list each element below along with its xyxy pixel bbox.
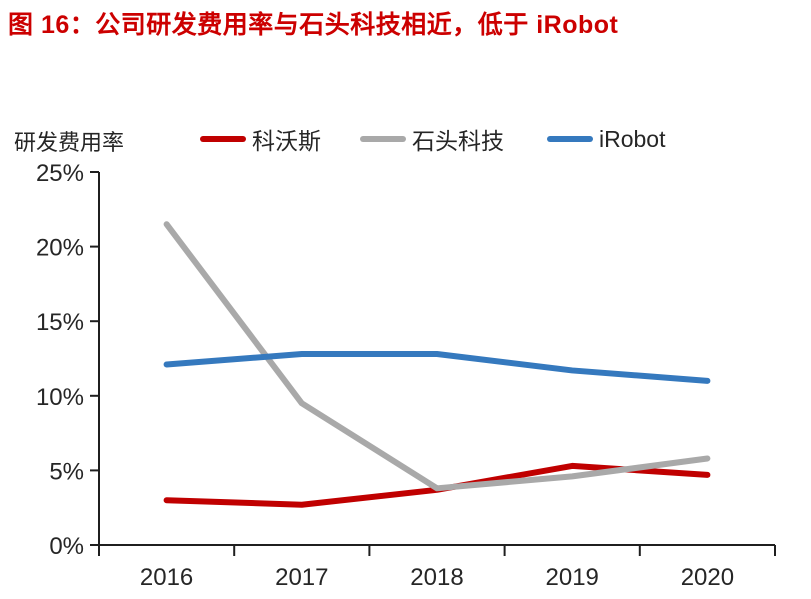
y-tick-label: 5% — [49, 458, 84, 485]
series-line-1 — [163, 221, 711, 492]
y-tick-label: 25% — [36, 160, 84, 187]
x-tick-label: 2020 — [681, 564, 734, 591]
legend-label-kewosi: 科沃斯 — [252, 128, 321, 154]
x-tick-label: 2019 — [546, 564, 599, 591]
legend-item-irobot: iRobot — [547, 124, 665, 154]
y-tick-label: 10% — [36, 384, 84, 411]
y-tick-label: 20% — [36, 235, 84, 262]
figure-title: 图 16：公司研发费用率与石头科技相近，低于 iRobot — [8, 11, 619, 39]
legend-item-roborock: 石头科技 — [360, 124, 504, 154]
x-tick-label: 2016 — [140, 564, 193, 591]
legend-swatch-blue-line-icon — [547, 136, 593, 142]
x-tick-label: 2017 — [275, 564, 328, 591]
y-tick-label: 0% — [49, 533, 84, 560]
legend-item-kewosi: 科沃斯 — [200, 124, 321, 154]
y-tick-label: 15% — [36, 309, 84, 336]
legend-label-irobot: iRobot — [599, 125, 666, 152]
legend-swatch-red-line-icon — [200, 136, 246, 142]
x-tick-label: 2018 — [410, 564, 463, 591]
legend-swatch-gray-line-icon — [360, 136, 406, 142]
y-axis-title: 研发费用率 — [14, 130, 125, 155]
series-line-2 — [163, 351, 711, 384]
legend-label-roborock: 石头科技 — [412, 128, 504, 154]
